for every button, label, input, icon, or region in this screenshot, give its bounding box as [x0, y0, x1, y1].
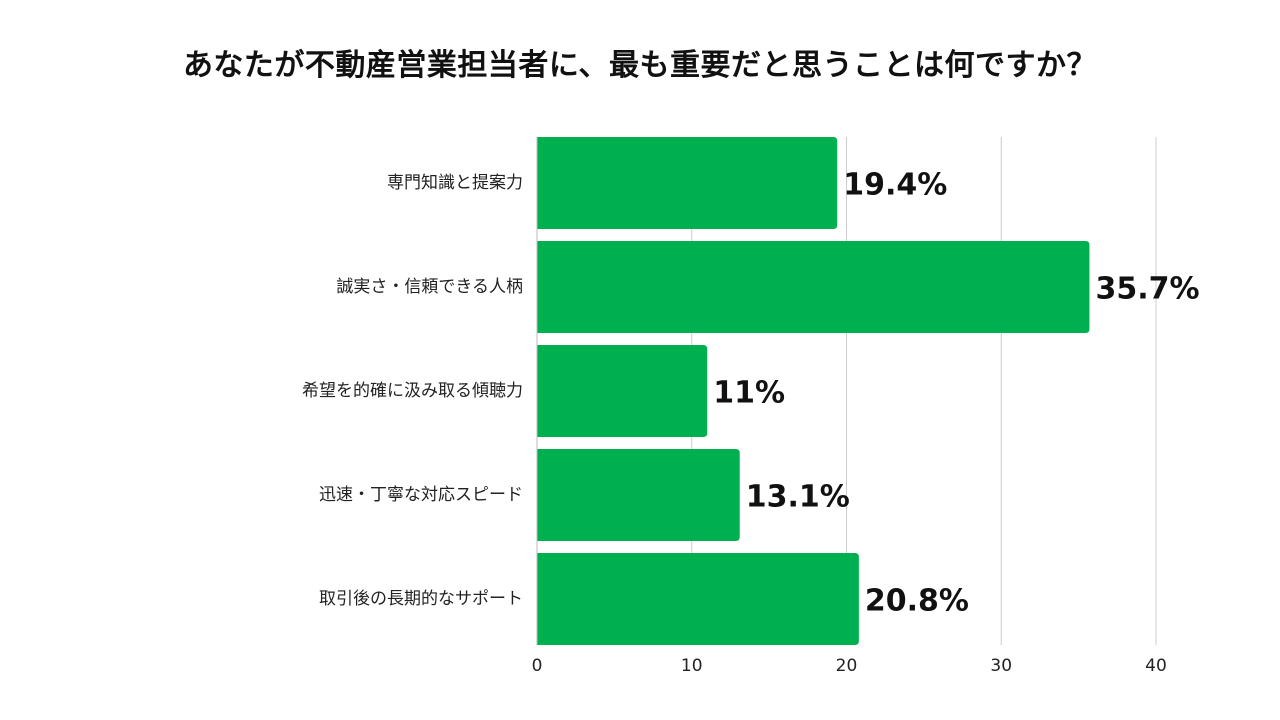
category-label: 迅速・丁寧な対応スピード [319, 485, 523, 505]
x-tick-label: 30 [990, 656, 1012, 676]
data-label: 20.8% [865, 584, 969, 619]
x-tick-label: 10 [681, 656, 703, 676]
data-label: 11% [713, 376, 785, 411]
x-tick-label: 0 [532, 656, 543, 676]
data-label: 19.4% [843, 168, 947, 203]
chart-title: あなたが不動産営業担当者に、最も重要だと思うことは何ですか？ [182, 48, 1098, 83]
category-label: 専門知識と提案力 [387, 173, 523, 193]
bar [537, 345, 708, 437]
category-label: 誠実さ・信頼できる人柄 [336, 277, 523, 297]
category-label: 希望を的確に汲み取る傾聴力 [302, 381, 523, 401]
data-label: 13.1% [746, 480, 850, 515]
category-label: 取引後の長期的なサポート [319, 589, 523, 609]
bar [537, 241, 1090, 333]
x-tick-label: 40 [1145, 656, 1167, 676]
bar [537, 137, 838, 229]
x-tick-label: 20 [836, 656, 858, 676]
bar [537, 553, 859, 645]
data-label: 35.7% [1095, 272, 1199, 307]
bar [537, 449, 740, 541]
